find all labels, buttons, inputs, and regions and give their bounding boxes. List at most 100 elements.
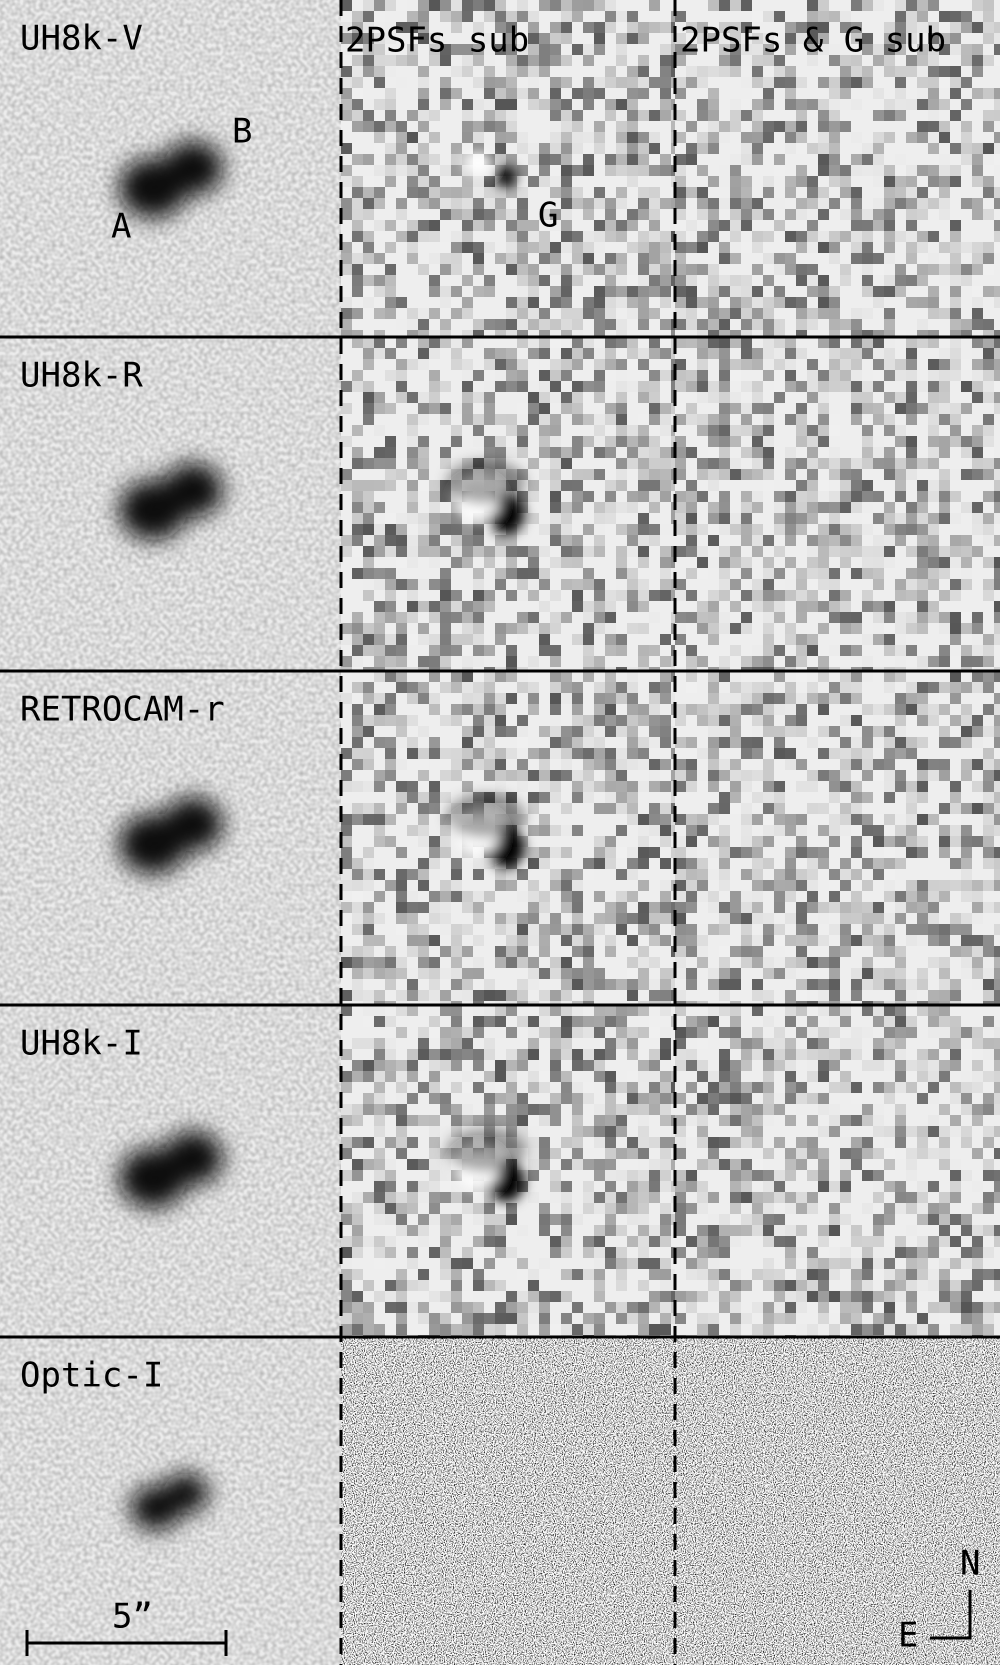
pixel <box>928 381 939 392</box>
pixel <box>627 121 638 132</box>
pixel <box>363 209 374 220</box>
pixel <box>451 935 462 946</box>
pixel <box>539 1159 550 1170</box>
pixel <box>561 275 572 286</box>
pixel <box>741 319 752 330</box>
pixel <box>484 1214 495 1225</box>
pixel <box>906 792 917 803</box>
pixel <box>550 645 561 656</box>
pixel <box>961 1170 972 1181</box>
source-blob <box>163 463 223 517</box>
pixel <box>473 693 484 704</box>
pixel <box>627 209 638 220</box>
pixel <box>396 1324 407 1335</box>
pixel <box>440 546 451 557</box>
pixel <box>451 1016 462 1027</box>
pixel <box>895 990 906 1001</box>
pixel <box>763 308 774 319</box>
pixel <box>517 913 528 924</box>
pixel <box>972 176 983 187</box>
pixel <box>873 836 884 847</box>
pixel <box>906 836 917 847</box>
pixel <box>550 612 561 623</box>
pixel <box>418 143 429 154</box>
pixel <box>873 264 884 275</box>
pixel <box>840 77 851 88</box>
pixel <box>385 297 396 308</box>
pixel <box>774 253 785 264</box>
pixel <box>352 66 363 77</box>
pixel <box>983 165 994 176</box>
pixel <box>506 187 517 198</box>
pixel <box>396 1203 407 1214</box>
pixel <box>550 557 561 568</box>
pixel <box>675 1049 686 1060</box>
pixel <box>418 1060 429 1071</box>
pixel <box>983 590 994 601</box>
pixel <box>796 601 807 612</box>
pixel <box>429 1060 440 1071</box>
pixel <box>649 1159 660 1170</box>
pixel <box>774 524 785 535</box>
pixel <box>572 634 583 645</box>
pixel <box>873 370 884 381</box>
pixel <box>473 715 484 726</box>
pixel <box>385 1060 396 1071</box>
pixel <box>374 935 385 946</box>
pixel <box>774 121 785 132</box>
pixel <box>440 264 451 275</box>
pixel <box>561 242 572 253</box>
pixel <box>961 1071 972 1082</box>
pixel <box>550 55 561 66</box>
pixel <box>572 143 583 154</box>
pixel <box>649 1181 660 1192</box>
pixel <box>385 579 396 590</box>
pixel <box>407 480 418 491</box>
pixel <box>686 891 697 902</box>
pixel <box>517 436 528 447</box>
pixel <box>829 546 840 557</box>
pixel <box>686 242 697 253</box>
pixel <box>484 645 495 656</box>
pixel <box>484 748 495 759</box>
pixel <box>697 1093 708 1104</box>
pixel <box>462 1236 473 1247</box>
pixel <box>774 737 785 748</box>
source-blob <box>163 797 223 851</box>
pixel <box>862 425 873 436</box>
pixel <box>862 154 873 165</box>
pixel <box>961 623 972 634</box>
pixel <box>418 447 429 458</box>
pixel <box>385 770 396 781</box>
pixel <box>638 308 649 319</box>
pixel <box>451 1049 462 1060</box>
pixel <box>495 110 506 121</box>
residual-halo <box>446 1128 526 1172</box>
pixel <box>484 110 495 121</box>
pixel <box>352 110 363 121</box>
pixel <box>649 1093 660 1104</box>
pixel <box>506 381 517 392</box>
pixel <box>862 165 873 176</box>
pixel <box>374 165 385 176</box>
pixel <box>675 579 686 590</box>
pixel <box>983 645 994 656</box>
pixel <box>583 1181 594 1192</box>
pixel <box>649 264 660 275</box>
pixel <box>697 198 708 209</box>
pixel <box>649 220 660 231</box>
pixel <box>972 66 983 77</box>
pixel <box>638 847 649 858</box>
pixel <box>473 1302 484 1313</box>
pixel <box>972 242 983 253</box>
pixel <box>719 1027 730 1038</box>
pixel <box>363 759 374 770</box>
pixel <box>594 1291 605 1302</box>
pixel <box>407 1203 418 1214</box>
pixel <box>484 1005 495 1016</box>
pixel <box>539 634 550 645</box>
pixel <box>752 381 763 392</box>
pixel <box>396 337 407 348</box>
pixel <box>851 715 862 726</box>
pixel <box>774 154 785 165</box>
